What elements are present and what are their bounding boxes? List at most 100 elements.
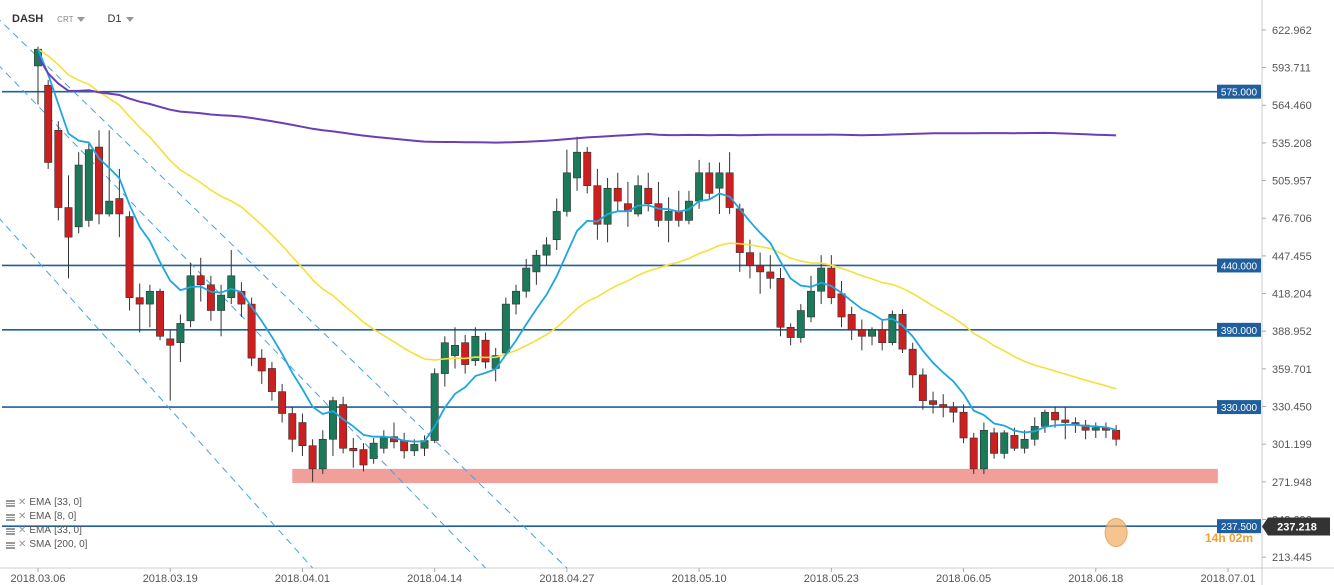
candle-body — [400, 440, 409, 452]
menu-icon[interactable] — [6, 541, 15, 549]
y-tick-label: 418.204 — [1272, 289, 1312, 301]
menu-icon[interactable] — [6, 527, 15, 535]
candle-body — [247, 303, 256, 359]
candle-body — [257, 357, 266, 372]
indicator-row[interactable]: ✕ EMA [33, 0] — [6, 524, 87, 538]
candle-body — [654, 203, 663, 221]
y-tick-label: 505.957 — [1272, 176, 1312, 188]
candle-body — [512, 290, 520, 305]
x-tick-label: 2018.06.05 — [936, 573, 991, 585]
candle-body — [1091, 427, 1100, 431]
candle-body — [817, 267, 826, 292]
x-tick-label: 2018.05.23 — [804, 573, 859, 585]
candle-body — [217, 294, 226, 311]
y-tick-label: 535.208 — [1272, 138, 1312, 150]
close-icon[interactable]: ✕ — [18, 511, 27, 522]
level-label-bg — [1217, 84, 1261, 99]
candle-body — [349, 447, 358, 452]
candle-body — [664, 211, 673, 221]
symbol-label: DASH — [12, 13, 44, 25]
menu-icon[interactable] — [6, 513, 15, 521]
candle-body — [166, 338, 175, 346]
candle-body — [725, 172, 734, 208]
y-tick-label: 301.199 — [1272, 439, 1312, 451]
candle-body — [298, 422, 307, 447]
candle-body — [979, 429, 988, 470]
candle-body — [634, 185, 643, 215]
level-label-bg — [1217, 519, 1261, 534]
close-icon[interactable]: ✕ — [18, 525, 27, 536]
candle-body — [481, 339, 490, 363]
candle-body — [847, 314, 856, 331]
candle-body — [908, 348, 917, 376]
candle-body — [1010, 435, 1019, 449]
current-candle-highlight — [1104, 518, 1128, 548]
candle-body — [735, 208, 744, 253]
candle-body — [156, 290, 165, 337]
x-tick-label: 2018.04.27 — [539, 573, 594, 585]
candle-body — [695, 172, 704, 202]
channel-line — [0, 65, 486, 569]
candle-body — [308, 445, 317, 470]
y-tick-label: 447.455 — [1272, 251, 1312, 263]
candle-body — [359, 449, 368, 466]
y-tick-label: 622.962 — [1272, 25, 1312, 37]
candle-body — [176, 323, 185, 344]
candle-body — [74, 164, 83, 228]
candle-body — [827, 267, 836, 298]
timeframe-dropdown[interactable]: D1 — [107, 13, 134, 25]
chart-type-label: CRT — [57, 14, 74, 24]
candle-body — [44, 84, 53, 163]
indicator-params: [8, 0] — [54, 511, 77, 522]
candle-body — [837, 293, 846, 318]
candle-body — [369, 442, 378, 459]
ema-33-line — [37, 48, 1117, 390]
candle-body — [959, 411, 968, 439]
candle-body — [379, 436, 388, 449]
candle-countdown: 14h 02m — [1205, 531, 1254, 545]
close-icon[interactable]: ✕ — [18, 539, 27, 550]
candle-body — [318, 438, 327, 470]
ema-8-line — [37, 48, 1117, 443]
y-tick-label: 213.445 — [1272, 552, 1312, 564]
candle-body — [705, 172, 714, 194]
x-tick-label: 2018.04.01 — [275, 573, 330, 585]
candle-body — [786, 326, 795, 338]
candle-body — [929, 400, 938, 405]
candle-body — [278, 391, 287, 414]
indicator-params: [33, 0] — [54, 525, 82, 536]
menu-icon[interactable] — [6, 499, 15, 507]
candle-body — [135, 297, 144, 305]
candle-body — [84, 149, 93, 221]
candle-body — [807, 290, 815, 318]
close-icon[interactable]: ✕ — [18, 497, 27, 508]
candle-body — [613, 187, 622, 202]
chart-header: DASH CRT D1 — [12, 12, 150, 26]
candle-body — [328, 400, 337, 440]
level-label: 390.000 — [1221, 326, 1258, 337]
candle-body — [552, 211, 561, 241]
indicator-params: [200, 0] — [54, 539, 88, 550]
sma-200-line — [37, 55, 1117, 144]
y-tick-label: 330.450 — [1272, 402, 1312, 414]
candle-body — [593, 185, 602, 225]
candle-body — [471, 335, 480, 362]
x-tick-label: 2018.03.06 — [10, 573, 65, 585]
indicator-row[interactable]: ✕ EMA [33, 0] — [6, 496, 87, 510]
candle-body — [776, 278, 785, 328]
candle-body — [54, 129, 63, 208]
candle-body — [1030, 426, 1039, 440]
indicator-row[interactable]: ✕ EMA [8, 0] — [6, 510, 87, 524]
candle-body — [939, 404, 948, 408]
candle-body — [644, 187, 653, 204]
candle-body — [562, 172, 571, 212]
current-price-badge — [1262, 517, 1330, 536]
support-zone — [292, 468, 1218, 484]
x-tick-label: 2018.07.01 — [1200, 573, 1255, 585]
chart-type-dropdown[interactable]: CRT — [57, 14, 86, 24]
candle-body — [339, 404, 348, 449]
y-tick-label: 388.952 — [1272, 326, 1312, 338]
indicator-row[interactable]: ✕ SMA [200, 0] — [6, 538, 87, 552]
indicator-name: SMA — [29, 539, 52, 550]
